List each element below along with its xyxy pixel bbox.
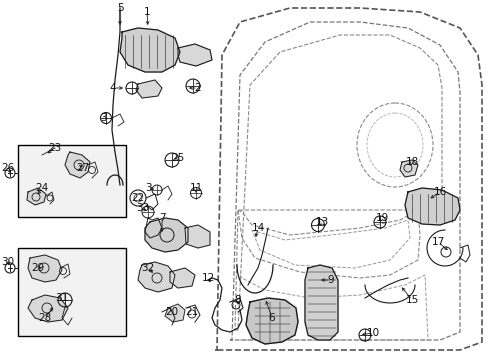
Text: 10: 10: [366, 328, 379, 338]
Polygon shape: [145, 218, 187, 252]
Polygon shape: [305, 265, 337, 340]
Text: 33: 33: [136, 203, 149, 213]
Text: 22: 22: [131, 193, 144, 203]
Text: 30: 30: [1, 257, 15, 267]
Polygon shape: [399, 160, 417, 177]
Text: 6: 6: [268, 313, 275, 323]
Text: 18: 18: [405, 157, 418, 167]
Text: 23: 23: [48, 143, 61, 153]
Text: 25: 25: [171, 153, 184, 163]
Text: 17: 17: [430, 237, 444, 247]
Text: 19: 19: [375, 213, 388, 223]
FancyBboxPatch shape: [18, 145, 126, 217]
Text: 14: 14: [251, 223, 264, 233]
Text: 5: 5: [117, 3, 123, 13]
Polygon shape: [184, 225, 209, 248]
Text: 32: 32: [141, 263, 154, 273]
Polygon shape: [138, 262, 175, 292]
FancyBboxPatch shape: [18, 248, 126, 336]
Text: 21: 21: [185, 307, 198, 317]
Text: 26: 26: [1, 163, 15, 173]
Polygon shape: [65, 152, 90, 178]
Polygon shape: [404, 188, 459, 225]
Polygon shape: [170, 268, 195, 288]
Text: 1: 1: [143, 7, 150, 17]
Text: 15: 15: [405, 295, 418, 305]
Polygon shape: [28, 255, 62, 282]
Text: 2: 2: [194, 83, 201, 93]
Polygon shape: [178, 44, 212, 66]
Polygon shape: [245, 298, 297, 344]
Text: 13: 13: [315, 217, 328, 227]
Text: 3: 3: [100, 113, 106, 123]
Text: 4: 4: [109, 83, 116, 93]
Text: 12: 12: [201, 273, 214, 283]
Polygon shape: [120, 28, 180, 72]
Text: 16: 16: [432, 187, 446, 197]
Text: 7: 7: [159, 213, 165, 223]
Polygon shape: [28, 295, 68, 322]
Text: 20: 20: [165, 307, 178, 317]
Polygon shape: [136, 80, 162, 98]
Text: 24: 24: [35, 183, 48, 193]
Text: 31: 31: [55, 293, 68, 303]
Polygon shape: [27, 188, 46, 205]
Text: 9: 9: [327, 275, 334, 285]
Polygon shape: [164, 304, 184, 322]
Text: 28: 28: [38, 313, 52, 323]
Text: 29: 29: [31, 263, 44, 273]
Text: 27: 27: [76, 163, 89, 173]
Text: 11: 11: [189, 183, 202, 193]
Text: 3: 3: [144, 183, 151, 193]
Text: 8: 8: [234, 295, 241, 305]
